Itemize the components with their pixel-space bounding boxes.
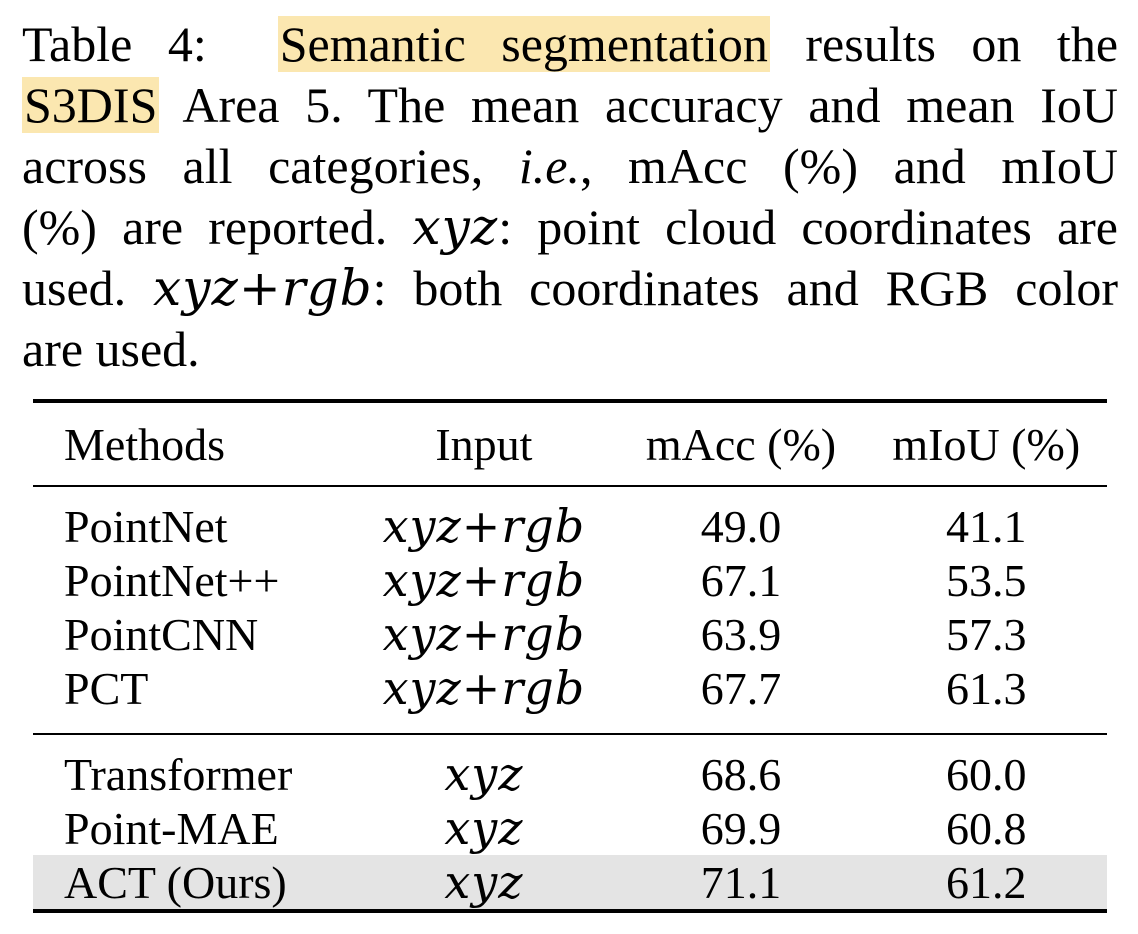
table-group-2: Transformer xyz 68.6 60.0 Point-MAE xyz … — [33, 734, 1107, 911]
cell-method: ACT (Ours) — [33, 855, 352, 911]
caption-text: (%) are reported. — [22, 199, 388, 255]
caption-ie: i.e. — [518, 138, 580, 194]
caption-math-xyzrgb: xyz+rgb — [153, 259, 373, 317]
table-row: PointCNN xyz+rgb 63.9 57.3 — [33, 607, 1107, 661]
cell-miou: 60.0 — [946, 748, 1027, 800]
caption-text: , mAcc (%) and mIoU — [579, 138, 1119, 194]
table-group-1: PointNet xyz+rgb 49.0 41.1 PointNet++ xy… — [33, 486, 1107, 734]
caption-line-2: S3DIS Area 5. The mean accuracy and mean… — [22, 75, 1118, 136]
cell-miou: 41.1 — [946, 500, 1027, 552]
cell-input: xyz — [444, 801, 524, 855]
cell-miou-best: 61.2 — [865, 855, 1107, 911]
header-methods: Methods — [64, 418, 225, 470]
table-header-row: Methods Input mAcc (%) mIoU (%) — [33, 401, 1107, 486]
caption-text: results on the — [805, 16, 1119, 72]
caption-line-4: (%) are reported. xyz: point cloud coord… — [22, 197, 1118, 258]
cell-method: PointNet — [64, 500, 228, 552]
header-macc: mAcc (%) — [645, 418, 837, 470]
cell-miou: 53.5 — [946, 554, 1027, 606]
highlight-s3dis[interactable]: S3DIS — [22, 77, 160, 133]
caption-line-1: Table 4: Semantic segmentation results o… — [22, 14, 1118, 75]
cell-macc: 49.0 — [700, 500, 782, 552]
caption-math-xyz: xyz — [412, 198, 499, 256]
caption-line-3: across all categories, i.e., mAcc (%) an… — [22, 136, 1118, 197]
table-row: PCT xyz+rgb 67.7 61.3 — [33, 661, 1107, 734]
cell-method: Transformer — [64, 748, 293, 800]
cell-miou: 61.3 — [946, 662, 1027, 714]
cell-macc: 68.6 — [700, 748, 782, 800]
cell-input: xyz+rgb — [382, 661, 586, 715]
header-miou: mIoU (%) — [892, 418, 1081, 470]
caption-text: used. — [22, 260, 127, 316]
cell-method: PointCNN — [64, 608, 259, 660]
cell-macc: 69.9 — [700, 802, 782, 854]
caption-line-6: are used. — [22, 319, 1118, 380]
table-row: Point-MAE xyz 69.9 60.8 — [33, 801, 1107, 855]
table-row: PointNet++ xyz+rgb 67.1 53.5 — [33, 553, 1107, 607]
cell-macc: 67.7 — [700, 662, 782, 714]
caption-text: : both coordinates and RGB color — [372, 260, 1118, 316]
table-row: PointNet xyz+rgb 49.0 41.1 — [33, 486, 1107, 553]
table-row-ours: ACT (Ours) xyz 71.1 61.2 — [33, 855, 1107, 911]
caption-text: Area 5. The mean accuracy and mean IoU — [182, 77, 1118, 133]
caption-text: are used. — [22, 321, 200, 377]
cell-method: PointNet++ — [64, 554, 280, 606]
caption-line-5: used. xyz+rgb: both coordinates and RGB … — [22, 258, 1118, 319]
cell-input: xyz+rgb — [382, 499, 586, 553]
cell-method: Point-MAE — [64, 802, 279, 854]
table-caption: Table 4: Semantic segmentation results o… — [22, 14, 1118, 380]
results-table: Methods Input mAcc (%) mIoU (%) PointNet… — [33, 399, 1107, 913]
cell-input: xyz+rgb — [382, 607, 586, 661]
header-input: Input — [435, 418, 533, 470]
highlight-semantic-segmentation[interactable]: Semantic segmentation — [277, 16, 770, 72]
cell-input: xyz — [444, 747, 524, 801]
cell-macc: 67.1 — [700, 554, 782, 606]
cell-method: PCT — [64, 662, 149, 714]
caption-text: across all categories, — [22, 138, 484, 194]
cell-input: xyz+rgb — [382, 553, 586, 607]
table-row: Transformer xyz 68.6 60.0 — [33, 734, 1107, 801]
cell-miou: 60.8 — [946, 802, 1027, 854]
caption-label: Table 4: — [22, 16, 207, 72]
cell-macc: 63.9 — [700, 608, 782, 660]
caption-text: : point cloud coordinates are — [498, 199, 1118, 255]
cell-input: xyz — [351, 855, 617, 911]
cell-miou: 57.3 — [946, 608, 1027, 660]
cell-macc-best: 71.1 — [616, 855, 866, 911]
